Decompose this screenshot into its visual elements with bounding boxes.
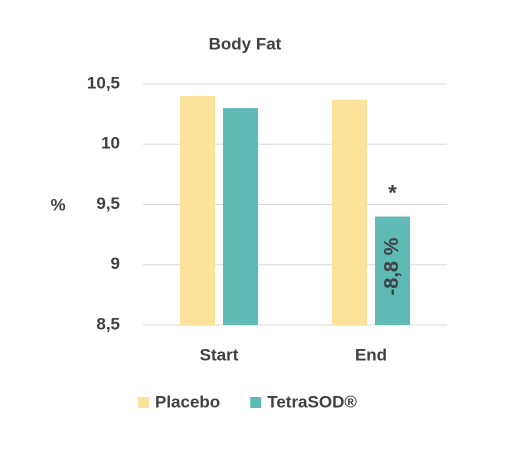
legend-label: TetraSOD®: [267, 392, 357, 411]
legend-swatch: [250, 397, 262, 408]
bar: [332, 99, 367, 325]
y-tick-label: 8,5: [96, 314, 120, 333]
x-tick-label: End: [355, 345, 387, 364]
significance-mark: *: [388, 180, 397, 205]
legend-swatch: [138, 397, 149, 408]
bar: [223, 108, 258, 325]
chart-title: Body Fat: [209, 34, 282, 53]
y-tick-label: 9: [111, 254, 120, 273]
y-axis-label: %: [50, 195, 65, 214]
legend-label: Placebo: [155, 392, 220, 411]
change-label: -8,8 %: [381, 237, 403, 295]
x-tick-label: Start: [200, 345, 239, 364]
y-tick-label: 10: [101, 134, 120, 153]
y-tick-label: 10,5: [87, 73, 120, 92]
y-tick-label: 9,5: [96, 194, 120, 213]
bar: [180, 96, 215, 325]
bar: [375, 216, 410, 325]
